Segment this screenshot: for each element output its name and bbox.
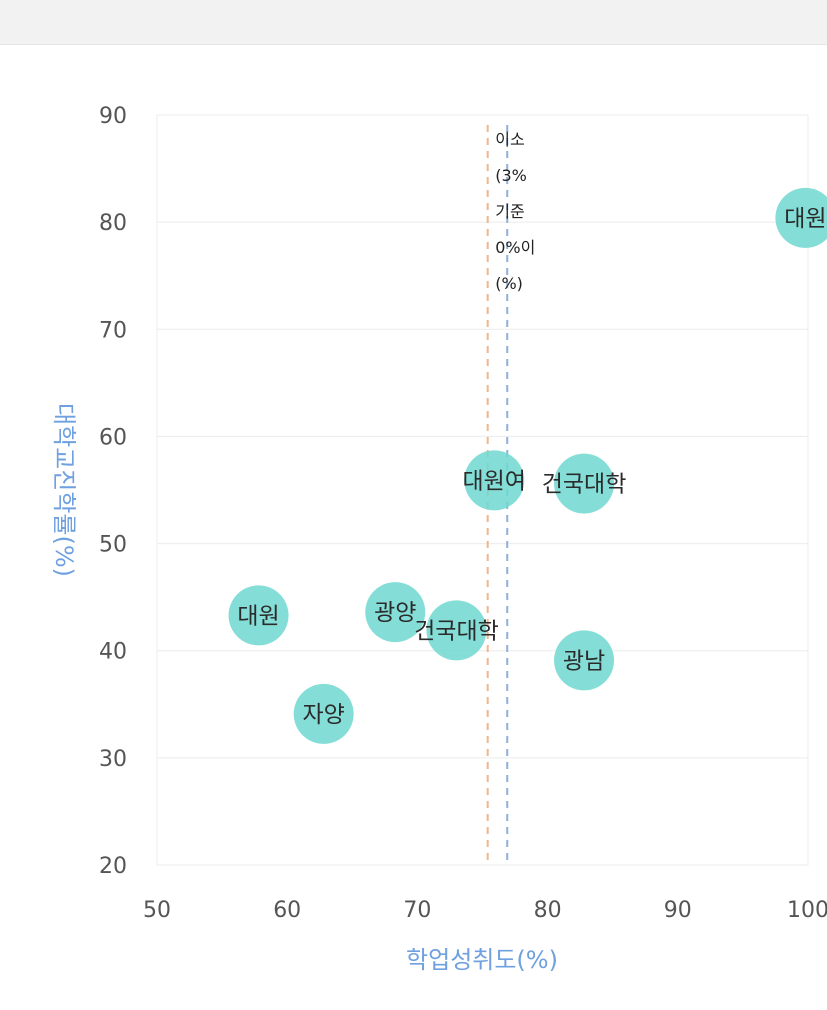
data-point bbox=[464, 450, 525, 511]
y-tick-label: 50 bbox=[99, 533, 127, 558]
reference-line-label: 기준 bbox=[495, 202, 524, 221]
y-tick-label: 70 bbox=[99, 318, 127, 343]
x-axis-title: 학업성취도(%) bbox=[406, 946, 558, 974]
data-point bbox=[426, 600, 487, 661]
data-point bbox=[554, 453, 615, 514]
y-tick-label: 80 bbox=[99, 211, 127, 236]
y-tick-label: 40 bbox=[99, 640, 127, 665]
point-label: 광양 bbox=[374, 600, 416, 626]
reference-line-label: (3% bbox=[495, 166, 527, 185]
x-tick-label: 70 bbox=[403, 898, 431, 923]
reference-line-label: (%) bbox=[495, 274, 523, 293]
data-point bbox=[554, 630, 615, 691]
y-tick-label: 20 bbox=[99, 854, 127, 879]
data-point bbox=[775, 187, 827, 248]
x-tick-label: 80 bbox=[534, 898, 562, 923]
point-label: 건국대학 bbox=[542, 472, 627, 498]
y-tick-label: 90 bbox=[99, 104, 127, 129]
data-point bbox=[293, 683, 354, 744]
reference-line-label: 0%이 bbox=[495, 238, 535, 257]
data-point bbox=[365, 582, 426, 643]
top-toolbar bbox=[0, 0, 827, 45]
y-axis-ticks: 20 30 40 50 60 70 80 90 bbox=[99, 104, 127, 879]
x-tick-label: 50 bbox=[143, 898, 171, 923]
x-tick-label: 90 bbox=[664, 898, 692, 923]
point-label: 자양 bbox=[302, 702, 344, 728]
point-label: 건국대학 bbox=[414, 618, 499, 644]
gridlines bbox=[156, 114, 809, 866]
x-axis-ticks: 50 60 70 80 90 100 bbox=[143, 898, 827, 923]
x-tick-label: 100 bbox=[787, 898, 827, 923]
y-axis-title: 대학교진학률(%) bbox=[50, 403, 78, 577]
reference-line-label: 이소 bbox=[495, 130, 524, 149]
point-label: 대원 bbox=[784, 206, 826, 232]
point-label: 대원여 bbox=[462, 468, 525, 494]
data-point bbox=[228, 585, 289, 646]
y-tick-label: 60 bbox=[99, 425, 127, 450]
point-label: 광남 bbox=[563, 648, 605, 674]
y-tick-label: 30 bbox=[99, 747, 127, 772]
point-label: 대원 bbox=[237, 603, 279, 629]
x-tick-label: 60 bbox=[273, 898, 301, 923]
